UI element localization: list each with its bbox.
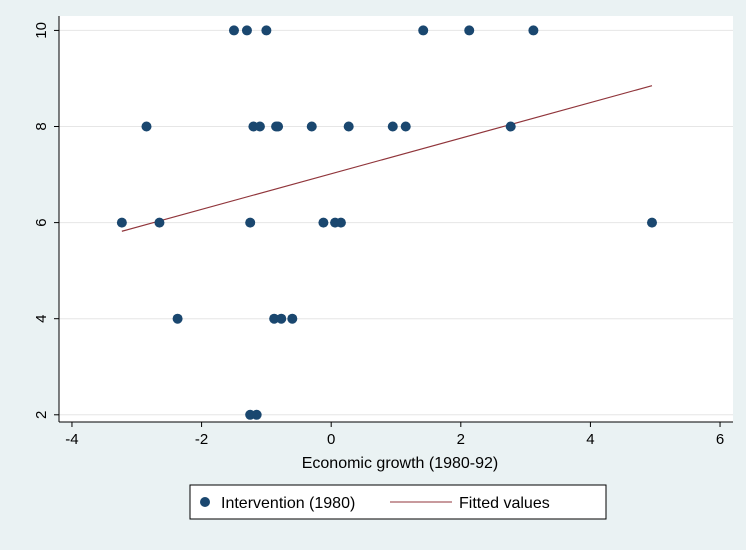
data-point [261, 25, 272, 36]
legend-marker-intervention [200, 497, 210, 507]
x-tick-label: -4 [65, 431, 78, 448]
data-point [306, 121, 317, 132]
data-point [505, 121, 516, 132]
data-point [387, 121, 398, 132]
data-point [269, 313, 280, 324]
data-point [464, 25, 475, 36]
data-point [343, 121, 354, 132]
data-point [287, 313, 298, 324]
data-point [241, 25, 252, 36]
data-point [318, 217, 329, 228]
ticks: 2 4 6 8 10 -4 -2 0 2 4 6 [33, 22, 724, 448]
data-point [116, 217, 127, 228]
fitted-line [121, 85, 653, 232]
legend-label-intervention: Intervention (1980) [221, 495, 355, 512]
data-point [418, 25, 429, 36]
data-point [172, 313, 183, 324]
data-point [141, 121, 152, 132]
x-tick-label: -2 [195, 431, 208, 448]
y-tick-label: 6 [33, 218, 50, 226]
y-tick-label: 10 [33, 22, 50, 39]
data-point [254, 121, 265, 132]
data-point [528, 25, 539, 36]
x-tick-label: 0 [327, 431, 335, 448]
fitted-values-line [121, 85, 653, 232]
data-point [228, 25, 239, 36]
data-point [273, 121, 284, 132]
data-points [116, 25, 657, 420]
data-point [251, 409, 262, 420]
x-tick-label: 6 [716, 431, 724, 448]
y-tick-label: 8 [33, 122, 50, 130]
legend-label-fitted: Fitted values [459, 495, 550, 512]
axes [58, 16, 733, 423]
data-point [400, 121, 411, 132]
x-axis-label: Economic growth (1980-92) [302, 455, 499, 472]
y-tick-label: 4 [33, 315, 50, 323]
x-tick-label: 2 [457, 431, 465, 448]
plot-area [59, 16, 733, 422]
data-point [276, 313, 287, 324]
y-tick-label: 2 [33, 411, 50, 419]
data-point [646, 217, 657, 228]
data-point [245, 217, 256, 228]
data-point [154, 217, 165, 228]
legend: Intervention (1980) Fitted values [189, 484, 607, 520]
x-tick-label: 4 [586, 431, 594, 448]
data-point [335, 217, 346, 228]
